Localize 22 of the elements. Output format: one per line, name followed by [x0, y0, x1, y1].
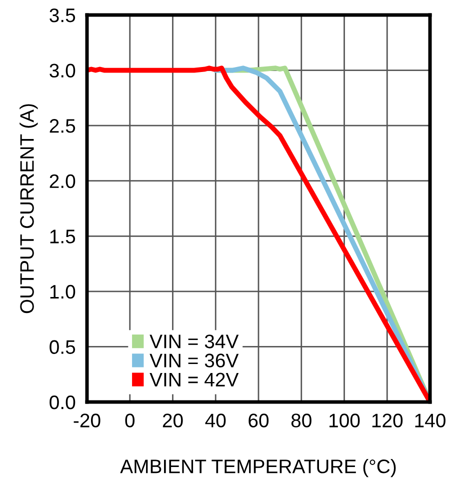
x-axis-title: AMBIENT TEMPERATURE (°C) [120, 459, 396, 478]
x-tick-label: 100 [330, 414, 360, 428]
x-tick-label: 140 [415, 414, 446, 428]
x-tick-label: 40 [205, 414, 226, 428]
x-tick-label: 20 [162, 414, 183, 428]
y-tick-label: 1.0 [50, 284, 76, 299]
legend-label: VIN = 42V [150, 372, 239, 386]
x-tick-label: 120 [372, 414, 403, 428]
y-axis-title: OUTPUT CURRENT (A) [20, 104, 38, 314]
y-tick-label: 2.5 [50, 119, 76, 133]
x-tick-label: 0 [125, 414, 135, 428]
x-tick-label: 80 [291, 414, 312, 428]
y-tick-label: 1.5 [50, 230, 76, 244]
x-tick-label: 60 [248, 414, 269, 428]
legend-label: VIN = 34V [150, 334, 239, 348]
x-tick-label: -20 [74, 414, 100, 428]
y-tick-label: 0.5 [50, 340, 76, 354]
y-tick-label: 3.5 [50, 8, 76, 22]
y-tick-label: 3.0 [50, 64, 76, 78]
y-tick-label: 2.0 [50, 174, 76, 188]
legend-label: VIN = 36V [150, 354, 239, 368]
y-tick-label: 0.0 [50, 395, 76, 410]
